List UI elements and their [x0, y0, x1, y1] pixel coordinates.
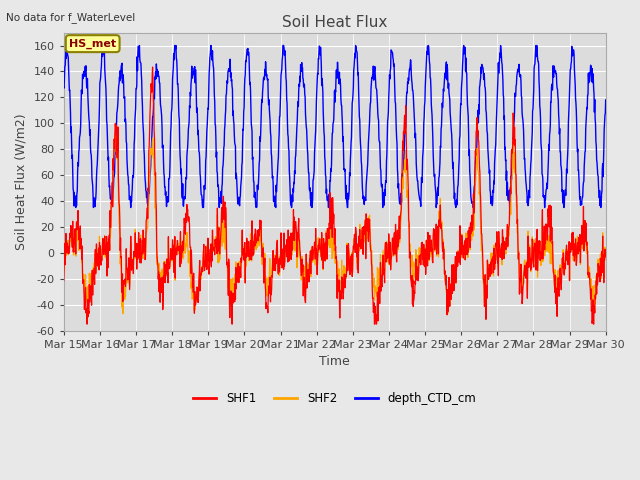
Y-axis label: Soil Heat Flux (W/m2): Soil Heat Flux (W/m2) [15, 113, 28, 250]
Legend: SHF1, SHF2, depth_CTD_cm: SHF1, SHF2, depth_CTD_cm [188, 387, 481, 409]
Text: No data for f_WaterLevel: No data for f_WaterLevel [6, 12, 136, 23]
X-axis label: Time: Time [319, 355, 350, 368]
Text: HS_met: HS_met [69, 38, 116, 49]
Title: Soil Heat Flux: Soil Heat Flux [282, 15, 387, 30]
